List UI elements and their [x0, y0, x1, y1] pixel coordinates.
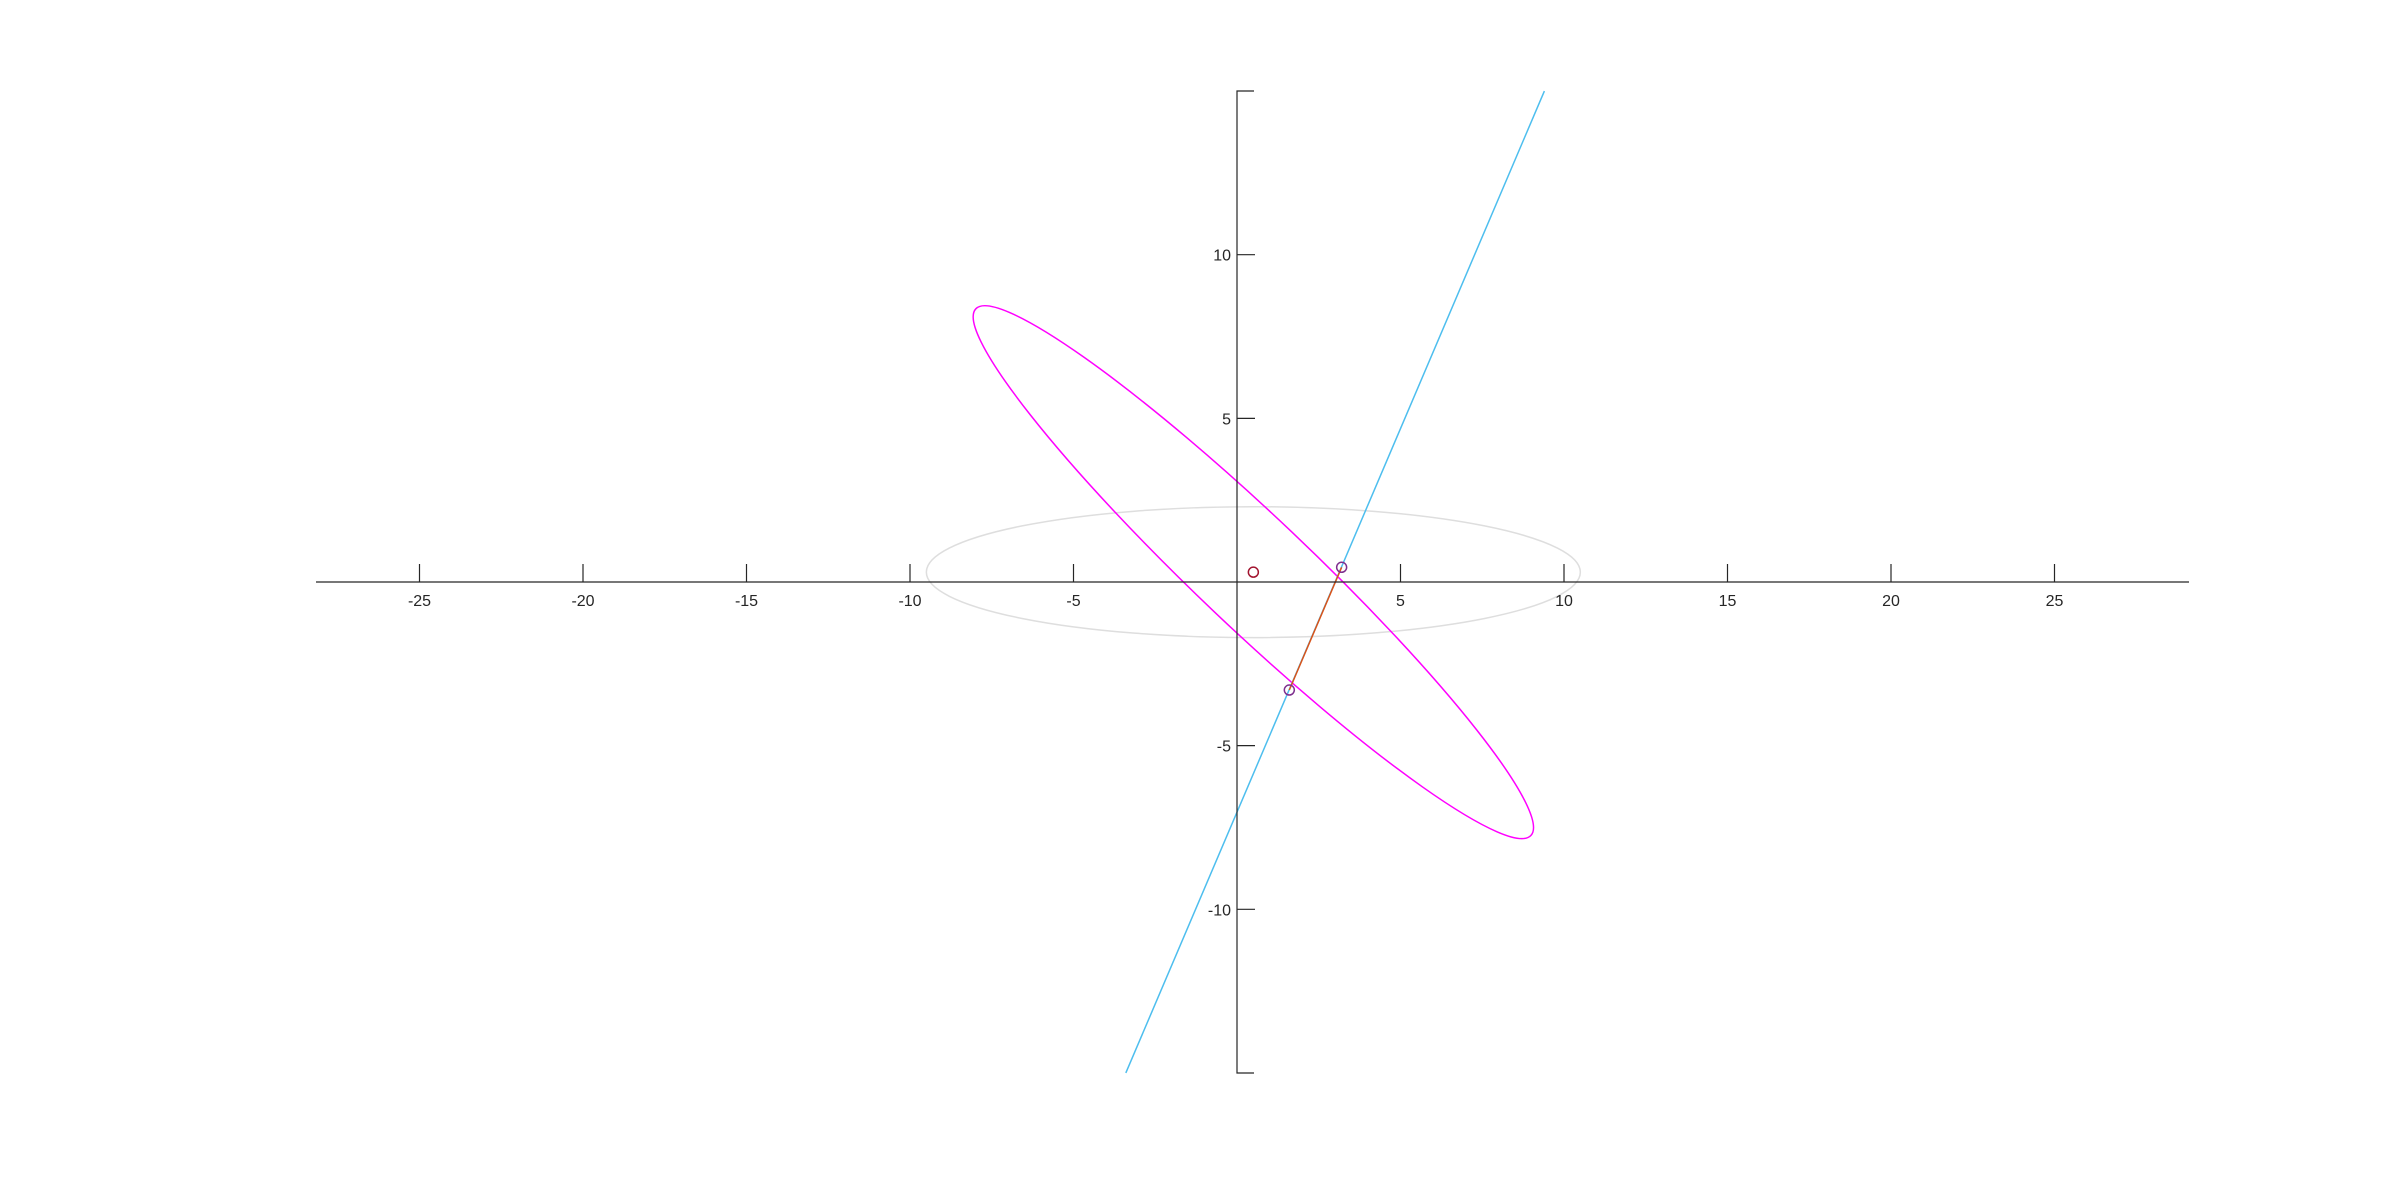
segment-series-3 [1288, 566, 1343, 691]
x-tick-label: 10 [1555, 593, 1573, 610]
x-tick-label: 20 [1882, 593, 1900, 610]
ellipse-series-1 [972, 304, 1535, 840]
point-marker [1335, 561, 1348, 574]
point-marker [1283, 684, 1296, 696]
x-tick-label: 5 [1396, 593, 1405, 610]
x-tick-label: -20 [571, 593, 594, 610]
point-marker [1247, 566, 1260, 578]
axes-layer: -25 -20 -15 -10 -5 5 10 15 20 25 -10 -5 5 10 [316, 90, 2189, 1074]
y-tick-label: -5 [1217, 739, 1231, 756]
ellipse-series-0 [925, 505, 1582, 639]
x-tick-label: -10 [898, 593, 921, 610]
x-tick-label: -15 [735, 593, 758, 610]
x-tick-label: 15 [1719, 593, 1737, 610]
y-tick-label: 10 [1213, 248, 1231, 265]
y-axis-line [1236, 90, 1254, 1074]
points-layer [1247, 561, 1348, 696]
x-tick-label: -5 [1066, 593, 1080, 610]
x-tick-label: 25 [2046, 593, 2064, 610]
y-tick-label: 5 [1222, 411, 1231, 428]
y-tick-label: -10 [1208, 902, 1231, 919]
x-tick-label: -25 [408, 593, 431, 610]
